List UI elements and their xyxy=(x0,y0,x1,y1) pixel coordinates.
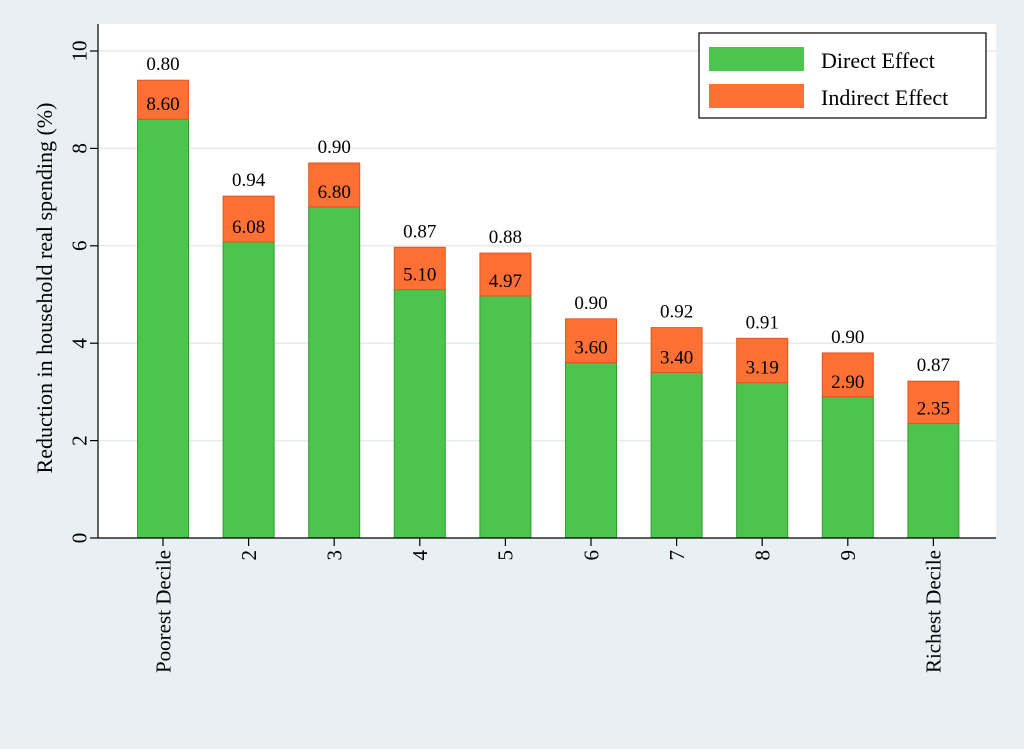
x-tick-label-8: 8 xyxy=(751,550,775,561)
bar-direct-effect xyxy=(736,382,789,539)
bar-indirect-effect xyxy=(736,337,789,384)
bar-indirect-effect xyxy=(650,327,703,373)
x-tick-label-poorest-decile: Poorest Decile xyxy=(151,550,175,673)
bar-direct-effect xyxy=(565,362,617,539)
x-tick-label-richest-decile: Richest Decile xyxy=(922,550,946,673)
bar-direct-effect xyxy=(308,206,361,539)
bar-indirect-effect xyxy=(308,162,361,208)
y-tick-label: 0 xyxy=(67,533,91,544)
y-tick-label: 2 xyxy=(67,435,91,446)
data-label-indirect-effect: 0.92 xyxy=(660,302,693,323)
bar-direct-effect xyxy=(907,423,960,539)
data-label-direct-effect: 5.10 xyxy=(403,265,436,286)
bar-indirect-effect xyxy=(222,195,275,243)
bar-direct-effect xyxy=(137,118,189,539)
data-label-indirect-effect: 0.80 xyxy=(146,54,179,75)
bar-indirect-effect xyxy=(137,79,189,120)
data-label-direct-effect: 6.80 xyxy=(318,182,351,203)
data-label-direct-effect: 3.60 xyxy=(574,338,607,359)
bar-indirect-effect xyxy=(821,352,874,398)
data-label-direct-effect: 2.35 xyxy=(917,399,950,420)
bar-indirect-effect xyxy=(907,380,960,425)
axes xyxy=(97,24,996,539)
x-tick-label-4: 4 xyxy=(408,550,432,561)
data-label-direct-effect: 3.19 xyxy=(746,358,779,379)
x-axis-ticks: Poorest Decile 2 3 4 5 6 7 8 9 Richest Decile xyxy=(151,538,946,673)
data-label-indirect-effect: 0.87 xyxy=(403,221,436,242)
y-axis-title: Reduction in household real spending (%) xyxy=(32,103,57,474)
y-tick-label: 6 xyxy=(67,241,91,252)
data-label-direct-effect: 3.40 xyxy=(660,347,693,368)
bar-direct-effect xyxy=(222,241,275,539)
data-label-direct-effect: 2.90 xyxy=(831,372,864,393)
data-label-indirect-effect: 0.90 xyxy=(318,137,351,158)
bar-indirect-effect xyxy=(393,246,446,291)
legend-swatch-indirect-effect xyxy=(709,84,804,108)
legend: Direct Effect Indirect Effect xyxy=(698,32,987,119)
data-label-direct-effect: 6.08 xyxy=(232,217,265,238)
bar-direct-effect xyxy=(650,371,703,539)
data-label-indirect-effect: 0.94 xyxy=(232,170,266,191)
data-label-indirect-effect: 0.87 xyxy=(917,355,950,376)
x-tick-label-3: 3 xyxy=(323,550,347,561)
data-label-direct-effect: 4.97 xyxy=(489,271,522,292)
bars xyxy=(137,79,960,539)
legend-label-direct-effect: Direct Effect xyxy=(821,48,935,73)
bar-direct-effect xyxy=(479,295,532,539)
legend-label-indirect-effect: Indirect Effect xyxy=(821,85,948,110)
y-tick-label: 10 xyxy=(67,41,91,62)
y-tick-label: 8 xyxy=(67,143,91,154)
x-tick-label-6: 6 xyxy=(579,550,603,561)
bar-indirect-effect xyxy=(479,252,532,297)
bar-direct-effect xyxy=(821,396,874,539)
data-labels: 8.60 0.80 6.08 0.94 6.80 0.90 5.10 0.87 4.97 0.88… xyxy=(146,54,950,419)
x-tick-label-5: 5 xyxy=(494,550,518,561)
data-label-direct-effect: 8.60 xyxy=(146,94,179,115)
data-label-indirect-effect: 0.90 xyxy=(831,327,864,348)
data-label-indirect-effect: 0.90 xyxy=(574,293,607,314)
x-tick-label-7: 7 xyxy=(665,550,689,561)
bar-direct-effect xyxy=(393,289,446,539)
x-tick-label-9: 9 xyxy=(836,550,860,561)
bar-indirect-effect xyxy=(565,318,617,364)
y-tick-label: 4 xyxy=(67,337,91,348)
data-label-indirect-effect: 0.88 xyxy=(489,227,522,248)
x-tick-label-2: 2 xyxy=(237,550,261,561)
y-axis-ticks: 0 2 4 6 8 10 xyxy=(67,41,98,544)
data-label-indirect-effect: 0.91 xyxy=(746,312,779,333)
legend-swatch-direct-effect xyxy=(709,47,804,71)
